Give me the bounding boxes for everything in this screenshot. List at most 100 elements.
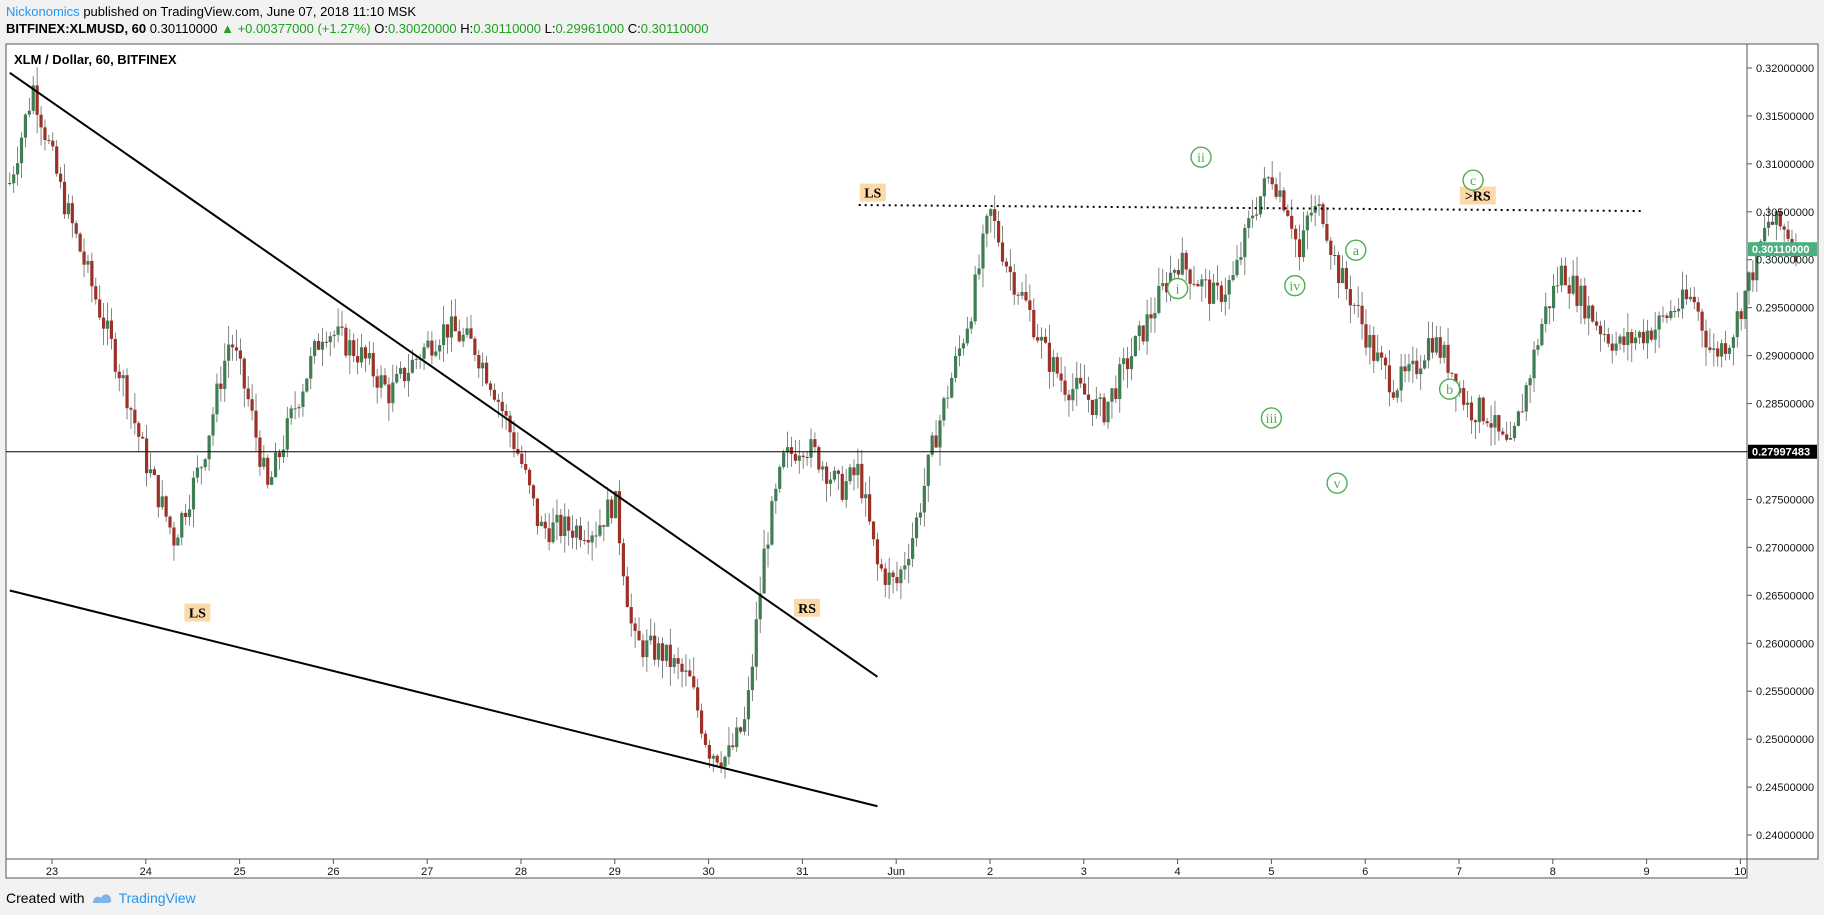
wave-label-circle (1462, 169, 1484, 191)
candle-down (1438, 337, 1442, 358)
candle-up (1227, 279, 1231, 295)
candle-down (602, 525, 606, 527)
candle-down (39, 114, 43, 128)
candle-up (320, 341, 325, 350)
candle-down (1696, 302, 1700, 312)
candle-down (254, 410, 258, 438)
candle-up (461, 334, 465, 342)
candle-up (313, 340, 317, 357)
candle-down (789, 447, 794, 454)
candle-down (1325, 223, 1329, 241)
candle-up (227, 344, 231, 361)
candle-down (524, 463, 528, 470)
candle-up (1106, 401, 1110, 423)
candle-up (1301, 230, 1306, 258)
time-axis[interactable] (5, 858, 1748, 879)
candle-up (778, 467, 782, 489)
candle-down (1782, 226, 1786, 230)
candle-up (551, 522, 555, 543)
candle-up (946, 397, 950, 399)
candle-up (199, 467, 203, 469)
low-label: L: (544, 21, 556, 36)
candle-down (375, 376, 379, 388)
x-tick-label: 6 (1362, 866, 1368, 878)
wave-label: c (1470, 174, 1476, 189)
candle-up (410, 359, 414, 373)
candle-down (1610, 343, 1614, 351)
candle-up (914, 517, 919, 539)
candle-up (965, 328, 969, 344)
candle-down (891, 572, 895, 578)
candle-up (1075, 377, 1079, 390)
candle-down (692, 676, 696, 688)
candle-down (1032, 309, 1036, 338)
candle-down (430, 340, 434, 356)
candle-down (793, 453, 797, 461)
x-tick-label: 27 (421, 866, 433, 878)
candle-up (391, 382, 395, 404)
candle-down (1489, 423, 1493, 428)
candle-down (512, 432, 516, 449)
candle-down (1446, 344, 1450, 373)
candle-up (969, 321, 973, 329)
candle-down (184, 512, 188, 518)
candle-down (488, 383, 493, 390)
candle-up (105, 320, 110, 329)
candle-down (508, 415, 512, 433)
candle-down (1012, 272, 1016, 295)
candle-down (1485, 421, 1489, 424)
candle-up (1352, 304, 1356, 306)
candle-down (1102, 397, 1106, 423)
candle-down (1016, 294, 1020, 296)
candle-down (1114, 388, 1118, 400)
candle-down (457, 331, 461, 342)
candle-down (719, 762, 723, 767)
candle-down (133, 409, 137, 424)
candle-down (1469, 402, 1474, 421)
candle-down (1337, 255, 1341, 284)
candle-down (668, 644, 672, 667)
candle-down (137, 423, 141, 437)
x-tick-label: 10 (1734, 866, 1746, 878)
pattern-label: RS (798, 602, 816, 617)
wave-label-circle (1166, 277, 1189, 300)
candle-down (109, 320, 114, 339)
candle-down (117, 371, 121, 379)
candle-down (152, 469, 156, 476)
wave-label-circle (1190, 146, 1212, 168)
candle-up (926, 454, 930, 486)
candle-down (172, 527, 176, 546)
candle-up (160, 496, 164, 508)
candle-down (1594, 321, 1599, 326)
candle-down (1383, 357, 1388, 366)
candle-up (1399, 366, 1403, 391)
candle-down (567, 516, 571, 531)
candle-up (555, 514, 559, 523)
candle-up (1153, 312, 1157, 319)
candle-down (246, 388, 250, 400)
candle-down (1184, 252, 1188, 270)
candle-up (907, 558, 911, 566)
candle-up (758, 593, 762, 620)
candle-down (35, 85, 39, 115)
candle-down (1274, 184, 1278, 197)
candle-down (234, 347, 239, 351)
candle-down (1079, 377, 1083, 384)
symbol-label: BITFINEX:XLMUSD, 60 (6, 21, 147, 36)
open-value: 0.30020000 (387, 21, 457, 36)
candle-up (1634, 337, 1638, 344)
tradingview-link[interactable]: TradingView (118, 890, 196, 906)
wave-label: iii (1266, 412, 1278, 427)
candle-down (1630, 332, 1634, 344)
candle-down (703, 733, 708, 745)
author-link[interactable]: Nickonomics (6, 4, 80, 19)
candle-up (821, 466, 825, 470)
candle-down (113, 338, 117, 372)
y-tick-label: 0.25500000 (1756, 686, 1814, 698)
x-tick-label: Jun (887, 866, 905, 878)
candle-down (813, 439, 817, 448)
candle-down (1622, 336, 1626, 346)
symbol-info: BITFINEX:XLMUSD, 60 0.30110000 ▲ +0.0037… (6, 21, 708, 36)
change-up-icon: ▲ (221, 21, 234, 36)
